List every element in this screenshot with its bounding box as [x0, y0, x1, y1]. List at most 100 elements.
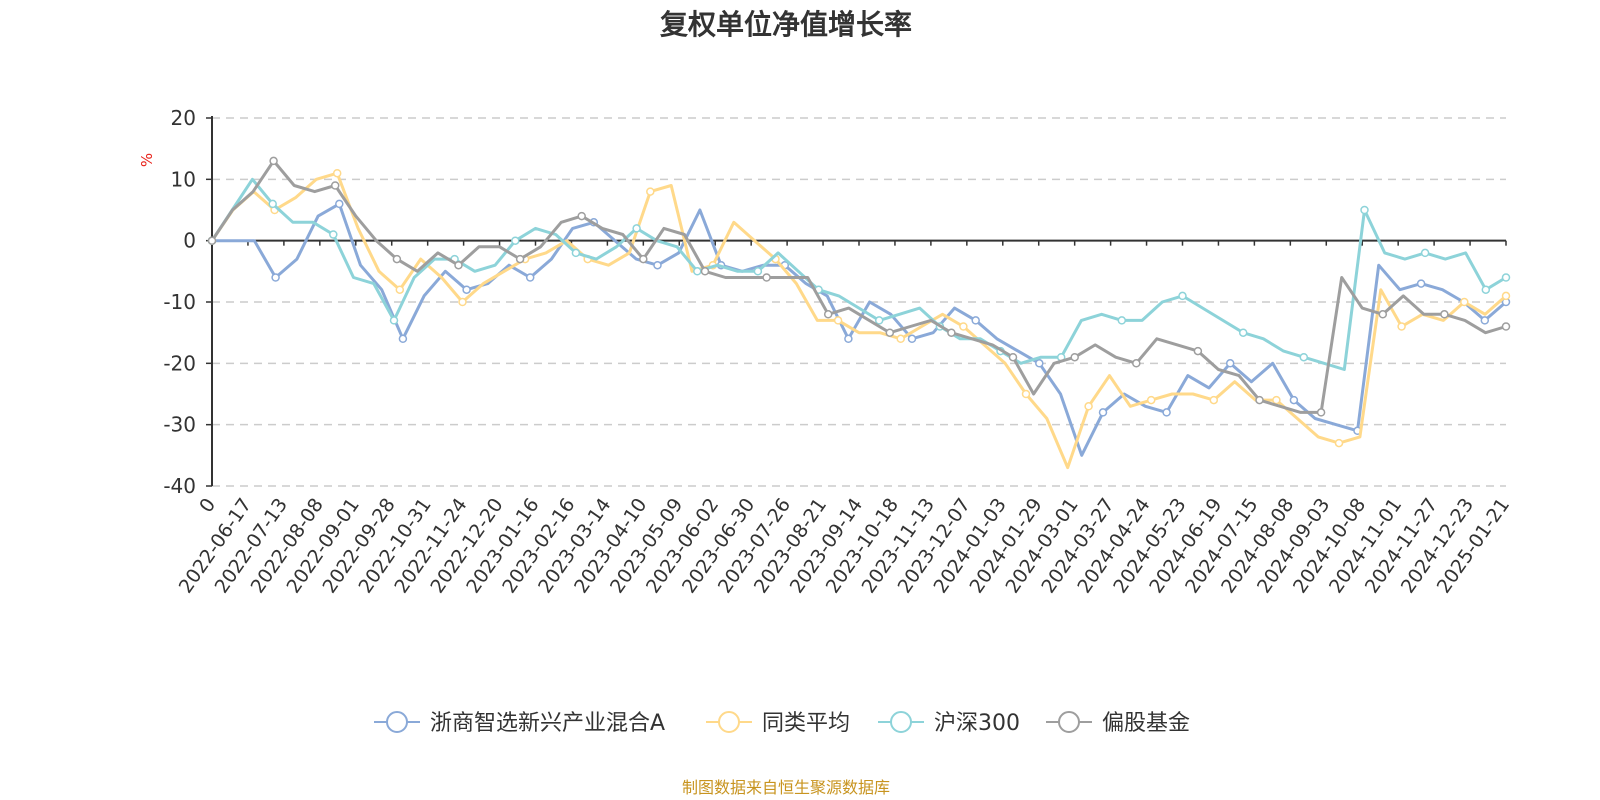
data-point: [1178, 291, 1187, 301]
data-point: [1193, 346, 1203, 356]
data-point: [693, 267, 702, 276]
data-point: [329, 230, 338, 239]
data-point: [392, 254, 402, 264]
data-point: [1481, 285, 1491, 294]
data-point: [398, 334, 408, 344]
data-point: [1255, 395, 1264, 405]
data-point: [1334, 438, 1344, 448]
y-tick-label: -40: [163, 474, 196, 498]
data-point: [571, 248, 581, 258]
data-point: [1084, 402, 1093, 411]
data-point: [1501, 291, 1511, 301]
legend-label: 沪深300: [934, 711, 1020, 736]
data-point: [1070, 352, 1079, 362]
legend[interactable]: 浙商智选新兴产业混合A 同类平均 沪深300 偏股基金: [374, 711, 1190, 736]
legend-marker-icon: [386, 711, 408, 733]
data-point: [1299, 352, 1309, 362]
data-point: [1272, 395, 1281, 405]
legend-item-2[interactable]: 沪深300: [878, 711, 1020, 736]
data-point: [1316, 408, 1326, 417]
series-line-2: [210, 177, 1507, 371]
data-point: [269, 156, 278, 166]
data-point: [332, 168, 342, 178]
data-point: [454, 260, 463, 270]
data-point: [971, 316, 980, 325]
data-point: [1132, 359, 1141, 368]
legend-label: 偏股基金: [1102, 711, 1190, 736]
data-point: [874, 316, 884, 325]
legend-item-3[interactable]: 偏股基金: [1046, 711, 1190, 736]
data-point: [1397, 322, 1406, 331]
legend-marker-icon: [890, 711, 912, 733]
legend-label: 同类平均: [762, 711, 850, 736]
data-point: [271, 273, 280, 282]
x-tick-label: 0: [195, 494, 220, 517]
data-point: [646, 187, 655, 196]
legend-marker-icon: [1058, 711, 1080, 733]
data-point: [1162, 408, 1171, 417]
data-point: [1021, 389, 1031, 399]
data-point: [335, 199, 344, 209]
x-tick-labels: 02022-06-172022-07-132022-08-082022-09-0…: [175, 240, 1514, 597]
data-point: [1416, 279, 1426, 288]
legend-item-0[interactable]: 浙商智选新兴产业混合A: [374, 711, 665, 736]
y-tick-label: -10: [163, 290, 196, 314]
y-tick-label: -20: [163, 351, 196, 375]
data-point: [1378, 310, 1388, 319]
y-axis-unit-label: %: [138, 153, 156, 167]
series-line-0: [212, 202, 1507, 457]
data-point: [1225, 359, 1235, 368]
data-point: [330, 181, 340, 190]
data-point: [1360, 205, 1369, 215]
data-point: [833, 316, 843, 325]
data-point: [1501, 322, 1511, 331]
y-tick-label: 10: [171, 167, 196, 191]
data-point: [395, 285, 405, 294]
data-source-footer: 制图数据来自恒生聚源数据库: [682, 778, 890, 797]
data-point: [1289, 395, 1299, 405]
data-point: [885, 328, 895, 337]
gridlines: [212, 117, 1506, 487]
data-point: [907, 334, 917, 344]
series-line-3: [210, 159, 1507, 414]
y-tick-labels: 20 10 0 -10 -20 -30 -40: [163, 106, 212, 498]
data-point: [389, 316, 399, 325]
data-point: [207, 236, 217, 245]
data-point: [1035, 359, 1044, 368]
legend-marker-icon: [718, 711, 740, 733]
data-point: [844, 334, 853, 344]
data-point: [462, 285, 471, 294]
data-point: [700, 267, 710, 276]
series-0: [207, 199, 1511, 457]
series-3: [207, 156, 1511, 417]
data-point: [823, 310, 833, 319]
data-point: [896, 334, 905, 344]
data-point: [525, 273, 535, 282]
data-point: [1117, 316, 1127, 325]
data-point: [458, 297, 467, 307]
data-point: [639, 254, 648, 264]
data-point: [1146, 395, 1156, 405]
data-point: [1420, 248, 1430, 258]
data-point: [653, 260, 662, 270]
chart-title: 复权单位净值增长率: [660, 8, 912, 41]
data-point: [959, 322, 968, 331]
data-point: [947, 328, 956, 337]
data-point: [1238, 328, 1248, 337]
legend-label: 浙商智选新兴产业混合A: [430, 711, 665, 736]
data-point: [1008, 352, 1018, 362]
legend-item-1[interactable]: 同类平均: [706, 711, 850, 736]
data-point: [577, 211, 586, 221]
data-point: [1460, 297, 1469, 307]
y-tick-label: -30: [163, 413, 196, 437]
data-point: [1501, 273, 1511, 282]
y-tick-label: 0: [183, 229, 196, 253]
data-point: [511, 236, 520, 245]
data-point: [1440, 310, 1449, 319]
series-lines: [207, 156, 1511, 470]
data-point: [1098, 408, 1108, 417]
data-point: [1209, 395, 1219, 405]
data-point: [515, 254, 525, 264]
data-point: [1480, 316, 1490, 325]
data-point: [632, 224, 641, 233]
